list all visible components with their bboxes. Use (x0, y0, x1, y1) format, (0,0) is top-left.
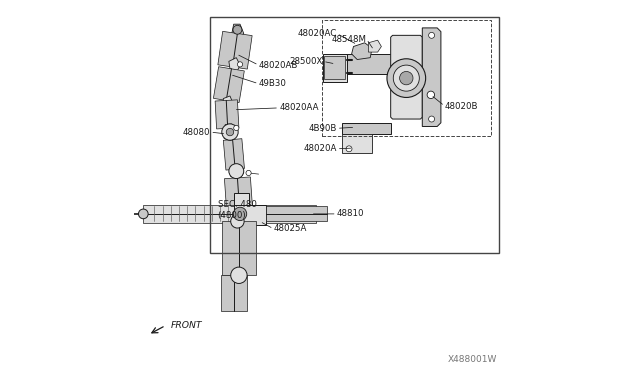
Polygon shape (143, 205, 316, 223)
Circle shape (246, 170, 251, 176)
Polygon shape (369, 40, 381, 52)
Text: X488001W: X488001W (447, 355, 497, 364)
Bar (324, 56, 345, 79)
Text: 48020AA: 48020AA (279, 103, 319, 112)
Circle shape (394, 65, 419, 91)
Circle shape (231, 215, 244, 228)
Polygon shape (213, 67, 244, 103)
Bar (211, 17, 499, 253)
Polygon shape (422, 28, 441, 126)
Bar (234, 193, 248, 218)
Bar (322, 20, 491, 136)
Text: 28500X: 28500X (290, 57, 323, 66)
Polygon shape (390, 35, 422, 119)
Polygon shape (221, 275, 248, 311)
Polygon shape (215, 100, 239, 129)
Circle shape (222, 124, 238, 140)
Circle shape (234, 125, 239, 131)
Polygon shape (229, 58, 240, 71)
Circle shape (399, 71, 413, 85)
Polygon shape (231, 167, 244, 178)
Text: SEC. 480
(4800): SEC. 480 (4800) (218, 201, 257, 220)
Polygon shape (342, 123, 390, 134)
Text: 48548M: 48548M (332, 35, 367, 44)
Circle shape (227, 128, 234, 136)
Polygon shape (232, 24, 244, 41)
Polygon shape (218, 31, 252, 69)
Text: 48810: 48810 (337, 209, 364, 218)
Circle shape (346, 146, 352, 152)
Text: 48020B: 48020B (445, 102, 478, 110)
Polygon shape (351, 43, 372, 60)
Text: 48020AC: 48020AC (298, 29, 337, 38)
Polygon shape (222, 221, 255, 275)
Polygon shape (342, 134, 372, 153)
Text: 49B30: 49B30 (259, 79, 287, 88)
Circle shape (427, 91, 435, 99)
Circle shape (237, 62, 243, 67)
Text: 48020A: 48020A (303, 144, 337, 153)
Bar (323, 54, 347, 82)
Polygon shape (266, 206, 328, 221)
Circle shape (231, 267, 247, 283)
Circle shape (234, 207, 246, 221)
Bar (340, 54, 420, 74)
Text: FRONT: FRONT (170, 321, 202, 330)
Bar (234, 205, 266, 225)
Polygon shape (223, 96, 232, 107)
Circle shape (138, 209, 148, 219)
Circle shape (429, 32, 435, 38)
Circle shape (229, 164, 244, 179)
Text: 48020AB: 48020AB (259, 61, 298, 70)
Text: 48080: 48080 (183, 128, 211, 137)
Circle shape (233, 25, 242, 34)
Circle shape (387, 59, 426, 97)
Polygon shape (225, 124, 235, 134)
Polygon shape (225, 177, 253, 217)
Polygon shape (224, 132, 235, 141)
Text: 4B90B: 4B90B (308, 124, 337, 133)
Text: 48025A: 48025A (273, 224, 307, 233)
Polygon shape (223, 139, 244, 170)
Circle shape (429, 116, 435, 122)
